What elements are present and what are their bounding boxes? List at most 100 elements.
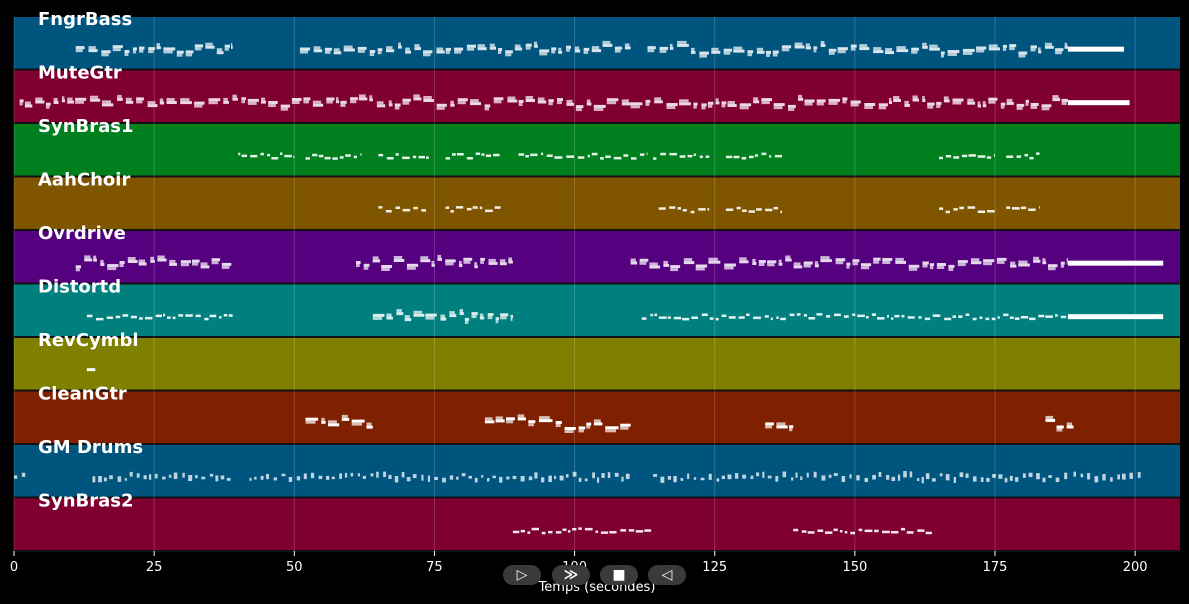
note-bar (260, 152, 264, 156)
note-bar (780, 317, 786, 321)
stop-button[interactable]: ■ (600, 565, 638, 585)
note-bar (413, 94, 420, 98)
note-bar (1102, 474, 1106, 481)
note-bar (539, 419, 553, 423)
note-bar (459, 261, 462, 264)
note-bar (293, 155, 295, 159)
note-bar (566, 474, 569, 478)
note-segment (378, 153, 429, 160)
note-bar (1015, 477, 1019, 482)
note-bar (471, 315, 477, 319)
note-bar (962, 48, 975, 52)
note-bar (19, 102, 23, 106)
rewind-button[interactable]: ◁ (648, 565, 686, 585)
note-bar (895, 257, 904, 261)
note-bar (1030, 106, 1038, 109)
note-bar (488, 258, 496, 262)
note-bar (586, 422, 592, 426)
play-button[interactable]: ▷ (503, 565, 541, 585)
note-bar (396, 309, 402, 313)
note-bar (781, 45, 792, 49)
note-bar (109, 475, 113, 480)
note-bar (816, 313, 823, 316)
note-bar (445, 259, 456, 263)
note-bar (769, 155, 772, 158)
note-bar (200, 265, 210, 269)
note-bar (534, 472, 538, 479)
note-bar (14, 475, 18, 479)
fast-forward-button[interactable]: ≫ (552, 565, 590, 585)
note-bar (75, 100, 84, 104)
note-bar (912, 95, 918, 99)
note-bar (958, 315, 963, 318)
note-bar (1055, 314, 1058, 317)
note-bar (695, 264, 708, 268)
note-bar (475, 152, 481, 155)
note-bar (333, 51, 342, 55)
note-bar (1067, 46, 1124, 52)
note-bar (850, 47, 856, 51)
note-bar (143, 475, 147, 480)
note-bar (739, 106, 749, 110)
note-bar (356, 261, 361, 264)
note-bar (369, 50, 376, 53)
note-bar (224, 47, 229, 51)
note-bar (471, 312, 478, 316)
note-bar (98, 476, 102, 483)
note-bar (357, 49, 365, 53)
note-bar (945, 155, 952, 158)
note-bar (794, 42, 803, 46)
note-bar (701, 313, 708, 316)
note-bar (776, 316, 779, 319)
note-bar (75, 97, 87, 101)
note-bar (88, 49, 98, 53)
note-bar (979, 316, 983, 319)
note-bar (163, 47, 176, 51)
note-bar (965, 313, 970, 316)
note-bar (510, 314, 513, 318)
note-bar (693, 477, 697, 480)
note-bar (445, 206, 450, 209)
note-bar (1000, 102, 1006, 106)
note-bar (801, 530, 807, 533)
note-bar (987, 210, 995, 213)
note-bar (659, 46, 669, 50)
note-bar (578, 429, 584, 433)
note-bar (940, 51, 945, 55)
note-bar (761, 101, 770, 105)
note-bar (747, 50, 754, 54)
note-bar (117, 476, 122, 482)
note-bar (766, 53, 770, 57)
note-bar (558, 50, 563, 54)
note-bar (739, 257, 747, 261)
note-bar (353, 155, 357, 159)
note-bar (749, 155, 754, 159)
note-bar (765, 422, 774, 426)
note-bar (495, 320, 499, 324)
note-bar (715, 317, 719, 321)
note-bar (132, 47, 137, 51)
note-bar (531, 527, 539, 531)
note-bar (528, 476, 533, 481)
note-bar (785, 255, 791, 259)
note-bar (877, 317, 885, 320)
note-bar (1006, 98, 1013, 102)
note-bar (480, 257, 485, 261)
note-bar (1022, 473, 1026, 478)
note-bar (669, 46, 674, 50)
note-bar (370, 473, 374, 477)
note-bar (166, 98, 175, 101)
note-bar (735, 473, 739, 479)
note-bar (897, 474, 901, 481)
note-segment (725, 206, 782, 214)
note-bar (929, 47, 940, 51)
note-bar (922, 45, 928, 49)
note-bar (45, 105, 50, 109)
note-bar (299, 47, 311, 51)
note-bar (86, 314, 93, 318)
note-bar (1137, 472, 1141, 478)
note-bar (1064, 472, 1068, 480)
note-bar (952, 101, 962, 105)
note-bar (145, 316, 153, 320)
